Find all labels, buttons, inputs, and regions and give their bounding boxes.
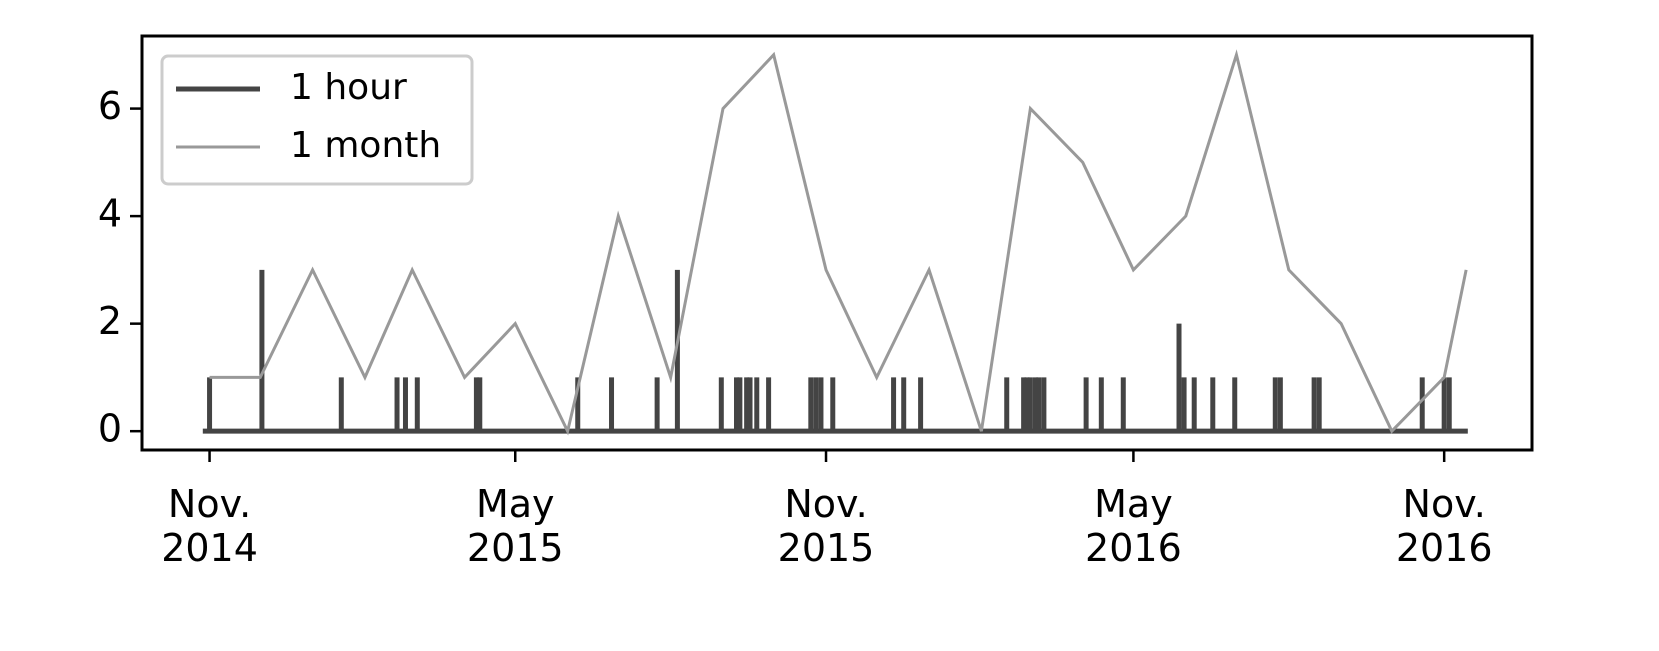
- x-tick-label: May 2016: [1085, 482, 1182, 570]
- series-line: [209, 49, 1468, 436]
- y-tick-label: 2: [98, 299, 122, 343]
- x-tick-label: Nov. 2015: [777, 482, 875, 570]
- legend-label: 1 month: [290, 125, 441, 166]
- y-tick-label: 4: [98, 192, 122, 236]
- legend-label: 1 hour: [290, 67, 407, 108]
- y-tick-label: 0: [98, 407, 122, 451]
- x-tick-label: Nov. 2014: [161, 482, 258, 570]
- x-tick-label: May 2015: [466, 482, 564, 570]
- y-tick-label: 6: [98, 84, 122, 128]
- plot-frame: [140, 34, 1534, 452]
- x-tick-label: Nov. 2016: [1395, 482, 1493, 570]
